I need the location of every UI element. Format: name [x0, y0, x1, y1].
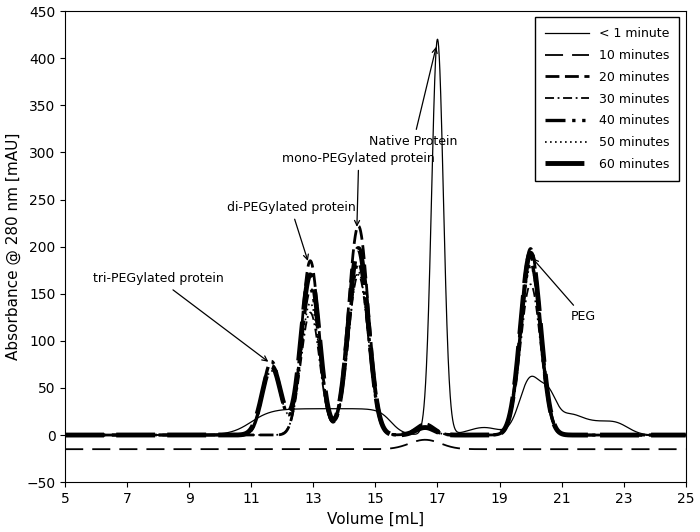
60 minutes: [603, 432, 611, 438]
20 minutes: [354, 223, 363, 229]
50 minutes: [603, 432, 611, 438]
60 minutes: [169, 432, 177, 438]
30 minutes: [354, 272, 363, 278]
20 minutes: [169, 432, 177, 438]
< 1 minute: [299, 406, 307, 412]
60 minutes: [354, 245, 363, 252]
< 1 minute: [169, 432, 177, 438]
30 minutes: [682, 432, 690, 438]
< 1 minute: [669, 432, 678, 438]
< 1 minute: [326, 405, 334, 412]
60 minutes: [326, 412, 334, 418]
50 minutes: [61, 432, 69, 438]
30 minutes: [603, 432, 611, 438]
< 1 minute: [433, 36, 442, 43]
40 minutes: [169, 432, 177, 438]
Text: Native Protein: Native Protein: [369, 48, 458, 148]
< 1 minute: [603, 418, 611, 424]
40 minutes: [682, 432, 690, 438]
Text: PEG: PEG: [533, 259, 596, 323]
Text: di-PEGylated protein: di-PEGylated protein: [227, 201, 356, 260]
10 minutes: [326, 446, 334, 452]
50 minutes: [526, 264, 535, 271]
10 minutes: [169, 446, 177, 452]
60 minutes: [682, 432, 690, 438]
60 minutes: [61, 432, 69, 438]
Line: 10 minutes: 10 minutes: [65, 440, 686, 449]
30 minutes: [669, 432, 678, 438]
Line: 20 minutes: 20 minutes: [65, 226, 686, 435]
10 minutes: [421, 437, 429, 443]
50 minutes: [132, 432, 140, 438]
X-axis label: Volume [mL]: Volume [mL]: [327, 511, 424, 527]
40 minutes: [354, 260, 363, 266]
< 1 minute: [132, 432, 140, 438]
40 minutes: [132, 432, 140, 438]
30 minutes: [61, 432, 69, 438]
20 minutes: [682, 432, 690, 438]
20 minutes: [132, 432, 140, 438]
30 minutes: [132, 432, 140, 438]
50 minutes: [169, 432, 177, 438]
10 minutes: [669, 446, 678, 452]
10 minutes: [603, 446, 611, 452]
30 minutes: [299, 341, 307, 347]
60 minutes: [299, 312, 307, 319]
Text: tri-PEGylated protein: tri-PEGylated protein: [93, 272, 267, 361]
Legend: < 1 minute, 10 minutes, 20 minutes, 30 minutes, 40 minutes, 50 minutes, 60 minut: < 1 minute, 10 minutes, 20 minutes, 30 m…: [536, 18, 680, 181]
Text: mono-PEGylated protein: mono-PEGylated protein: [282, 152, 435, 226]
Line: 40 minutes: 40 minutes: [65, 263, 686, 435]
40 minutes: [669, 432, 678, 438]
10 minutes: [132, 446, 140, 452]
40 minutes: [299, 323, 307, 329]
< 1 minute: [61, 432, 69, 438]
40 minutes: [603, 432, 611, 438]
20 minutes: [61, 432, 69, 438]
< 1 minute: [682, 432, 690, 438]
50 minutes: [299, 334, 307, 340]
Line: 30 minutes: 30 minutes: [65, 275, 686, 435]
Line: 50 minutes: 50 minutes: [65, 268, 686, 435]
40 minutes: [326, 413, 334, 420]
Line: 60 minutes: 60 minutes: [65, 248, 686, 435]
20 minutes: [326, 415, 334, 421]
30 minutes: [169, 432, 177, 438]
10 minutes: [61, 446, 69, 452]
10 minutes: [299, 446, 307, 452]
40 minutes: [61, 432, 69, 438]
30 minutes: [326, 416, 334, 422]
60 minutes: [132, 432, 140, 438]
60 minutes: [669, 432, 678, 438]
50 minutes: [326, 415, 334, 421]
20 minutes: [669, 432, 678, 438]
50 minutes: [669, 432, 678, 438]
20 minutes: [299, 307, 307, 314]
10 minutes: [682, 446, 690, 452]
Line: < 1 minute: < 1 minute: [65, 39, 686, 435]
Y-axis label: Absorbance @ 280 nm [mAU]: Absorbance @ 280 nm [mAU]: [6, 133, 21, 360]
20 minutes: [603, 432, 611, 438]
50 minutes: [682, 432, 690, 438]
